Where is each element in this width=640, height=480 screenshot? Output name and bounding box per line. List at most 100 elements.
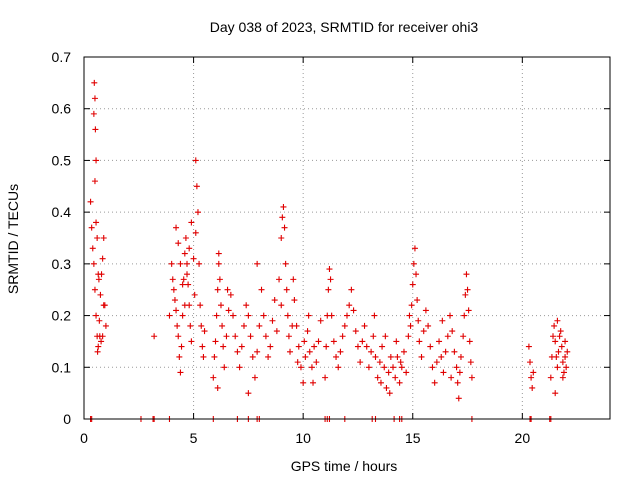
y-tick-labels: 0 0.1 0.2 0.3 0.4 0.5 0.6 0.7 [52,49,72,427]
data-point [212,338,219,345]
data-point [464,286,471,293]
data-point [372,353,379,360]
data-point [284,312,291,319]
data-point [350,307,357,314]
data-point [383,384,390,391]
data-point [308,364,315,371]
data-point [190,255,197,262]
data-point [184,271,191,278]
data-point [429,364,436,371]
data-point [176,353,183,360]
data-point [387,353,394,360]
data-point [379,343,386,350]
data-point [557,328,564,335]
data-point [249,353,256,360]
data-point [328,312,335,319]
x-tick-label: 0 [80,430,88,446]
data-point [234,348,241,355]
data-point [215,260,222,267]
data-point [449,328,456,335]
data-point [530,369,537,376]
data-point [97,291,104,298]
data-point [559,359,566,366]
data-point [96,317,103,324]
data-point [192,229,199,236]
data-point [439,317,446,324]
data-point [467,359,474,366]
data-point [93,157,100,164]
data-point [99,333,106,340]
data-point [371,312,378,319]
data-point [466,338,473,345]
data-point [337,348,344,355]
data-point [191,291,198,298]
data-point [91,178,98,185]
data-point [220,343,227,350]
data-point [374,374,381,381]
data-point [551,322,558,329]
data-point [187,322,194,329]
data-point [285,333,292,340]
data-point [181,250,188,257]
data-point [192,157,199,164]
data-point [313,359,320,366]
data-point [180,276,187,283]
data-point [174,322,181,329]
data-point [92,126,99,133]
data-point [385,369,392,376]
data-point [363,343,370,350]
data-point [102,322,109,329]
data-point [550,333,557,340]
data-point [433,359,440,366]
data-point [330,338,337,345]
data-point [217,302,224,309]
data-point [560,369,567,376]
data-point [527,359,534,366]
data-point [453,364,460,371]
x-tick-label: 15 [405,430,421,446]
data-point [223,333,230,340]
data-point [407,322,414,329]
data-point [193,183,200,190]
data-point [302,353,309,360]
data-point [398,364,405,371]
data-point [224,286,231,293]
data-point [273,328,280,335]
data-point [410,260,417,267]
data-point [397,359,404,366]
data-point [552,338,559,345]
data-point [179,281,186,288]
grid [83,56,610,420]
data-point [317,317,324,324]
data-point [283,286,290,293]
data-point [563,364,570,371]
data-point [525,343,532,350]
data-point [422,307,429,314]
data-point [354,343,361,350]
data-point [558,343,565,350]
data-point [528,374,535,381]
data-point [333,353,340,360]
data-point [291,297,298,304]
data-point [201,328,208,335]
data-point [327,276,334,283]
data-point [438,353,445,360]
data-point [211,353,218,360]
data-point [251,374,258,381]
data-point [175,240,182,247]
data-point [553,353,560,360]
y-tick-label: 0.3 [52,256,72,272]
data-point [408,302,415,309]
x-tick-label: 10 [295,430,311,446]
y-tick-label: 0.7 [52,49,72,65]
data-point [390,364,397,371]
data-point [461,312,468,319]
data-point [254,260,261,267]
data-point [279,214,286,221]
data-point [463,271,470,278]
data-point [326,266,333,273]
data-point [182,235,189,241]
data-point [216,276,223,283]
data-point [238,343,245,350]
